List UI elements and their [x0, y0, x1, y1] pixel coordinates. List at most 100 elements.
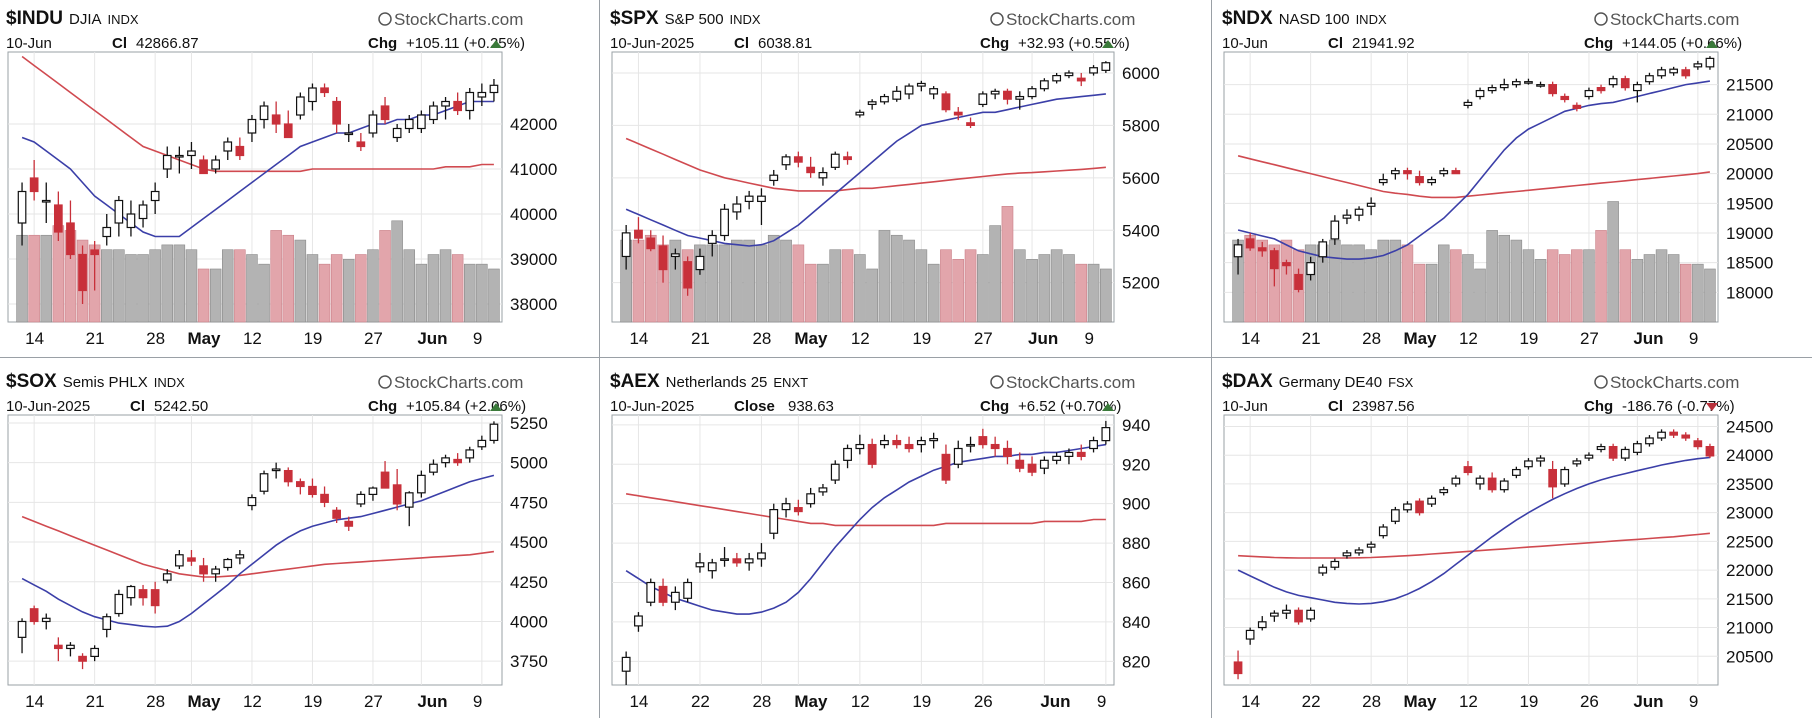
candle: [683, 578, 693, 603]
candle: [162, 569, 172, 584]
candle: [1342, 550, 1352, 559]
volume-bar: [1038, 254, 1051, 323]
volume-bar: [792, 244, 805, 323]
candle: [1003, 440, 1012, 465]
watermark: StockCharts.com: [1610, 10, 1739, 29]
candle-body: [855, 443, 865, 450]
candle: [806, 487, 816, 508]
y-tick-label: 20000: [1726, 165, 1773, 184]
candle: [308, 478, 317, 498]
close-label: Cl: [130, 398, 145, 415]
candle-body: [1451, 477, 1461, 485]
up-arrow-icon: [490, 403, 502, 411]
y-tick-label: 840: [1122, 613, 1150, 632]
y-tick-label: 20500: [1726, 647, 1773, 666]
candle-body: [720, 208, 729, 237]
x-tick-label: 12: [1459, 692, 1478, 711]
volume-bar: [1425, 263, 1438, 323]
volume-bar: [1655, 249, 1668, 323]
candle: [1536, 455, 1545, 467]
candle: [1415, 498, 1424, 516]
candle: [769, 169, 779, 186]
candle: [380, 97, 390, 124]
candle-body: [271, 114, 281, 125]
candle: [916, 80, 926, 92]
volume-bar: [1534, 259, 1547, 323]
x-tick-label: 27: [364, 692, 383, 711]
chart-panel-spx: $SPX S&P 500 INDX StockCharts.com 10-Jun-202…: [604, 0, 1208, 355]
candle-body: [1487, 477, 1497, 491]
candle: [1608, 443, 1618, 461]
x-tick-label: 9: [473, 329, 482, 348]
candle-body: [1511, 468, 1521, 476]
chg-label: Chg: [1584, 398, 1613, 415]
chart-sox: $SOX Semis PHLX INDX StockCharts.com 10-Jun-…: [6, 371, 548, 711]
chart-indu: $INDU DJIA INDX StockCharts.com 10-Jun Cl 4286…: [6, 8, 557, 348]
volume-bar: [1365, 249, 1377, 323]
candle-body: [1463, 101, 1473, 107]
candle: [41, 613, 51, 630]
candle-body: [332, 100, 342, 125]
candle-body: [621, 656, 631, 672]
chart-panel-aex: $AEX Netherlands 25 ENXT StockCharts.com 10-…: [604, 363, 1208, 718]
candle: [929, 86, 939, 100]
y-tick-label: 23500: [1726, 475, 1773, 494]
volume-bar: [1498, 234, 1510, 323]
candle-body: [1439, 489, 1449, 494]
candle: [1318, 564, 1328, 576]
candle: [126, 200, 136, 237]
x-tick-label: 19: [303, 692, 322, 711]
volume-bar: [964, 249, 977, 323]
x-tick-label: 27: [1580, 329, 1599, 348]
candle-body: [53, 204, 63, 233]
chg-value: -186.76 (-0.77%): [1622, 398, 1735, 415]
candle-body: [953, 447, 963, 465]
candle: [806, 156, 816, 178]
candle: [1282, 259, 1291, 275]
volume-bar: [101, 249, 113, 323]
volume-bar: [1522, 249, 1535, 323]
candle: [380, 461, 390, 489]
moving-average-short: [625, 443, 1107, 615]
candle: [1596, 443, 1606, 453]
watermark: StockCharts.com: [394, 10, 523, 29]
volume-bar: [755, 244, 768, 323]
candle-body: [465, 91, 475, 112]
x-tick-label: 19: [1519, 329, 1538, 348]
candle: [757, 543, 766, 567]
candle-body: [1499, 480, 1509, 491]
candle: [1052, 452, 1062, 465]
chart-panel-ndx: $NDX NASD 100 INDX StockCharts.com 10-Jun Cl 2…: [1216, 0, 1812, 355]
candle: [720, 204, 729, 241]
candle: [1693, 60, 1703, 70]
candle-body: [916, 82, 926, 87]
x-tick-label: 21: [691, 329, 710, 348]
volume-bar: [246, 254, 258, 323]
candle: [1294, 607, 1303, 625]
candle-body: [929, 438, 939, 442]
close-label: Cl: [112, 35, 127, 52]
candle: [855, 109, 865, 118]
volume-bar: [903, 239, 915, 323]
volume-bar: [1063, 254, 1075, 323]
volume-bar: [878, 230, 891, 323]
y-tick-label: 900: [1122, 495, 1150, 514]
candle-body: [211, 568, 221, 575]
candle-body: [1378, 526, 1388, 537]
candle-body: [138, 589, 148, 599]
y-tick-label: 6000: [1122, 64, 1160, 83]
x-tick-label: 22: [691, 692, 710, 711]
y-tick-label: 880: [1122, 534, 1150, 553]
candle: [53, 637, 63, 662]
candle: [429, 101, 438, 124]
candle-body: [90, 647, 100, 658]
y-tick-label: 21500: [1726, 590, 1773, 609]
candle-body: [781, 503, 791, 511]
volume-bar: [1559, 254, 1571, 323]
candle-body: [320, 493, 329, 503]
candle: [187, 550, 196, 566]
candle: [392, 469, 402, 511]
candle-body: [392, 127, 402, 139]
y-tick-label: 5400: [1122, 221, 1160, 240]
candle-body: [308, 87, 317, 103]
